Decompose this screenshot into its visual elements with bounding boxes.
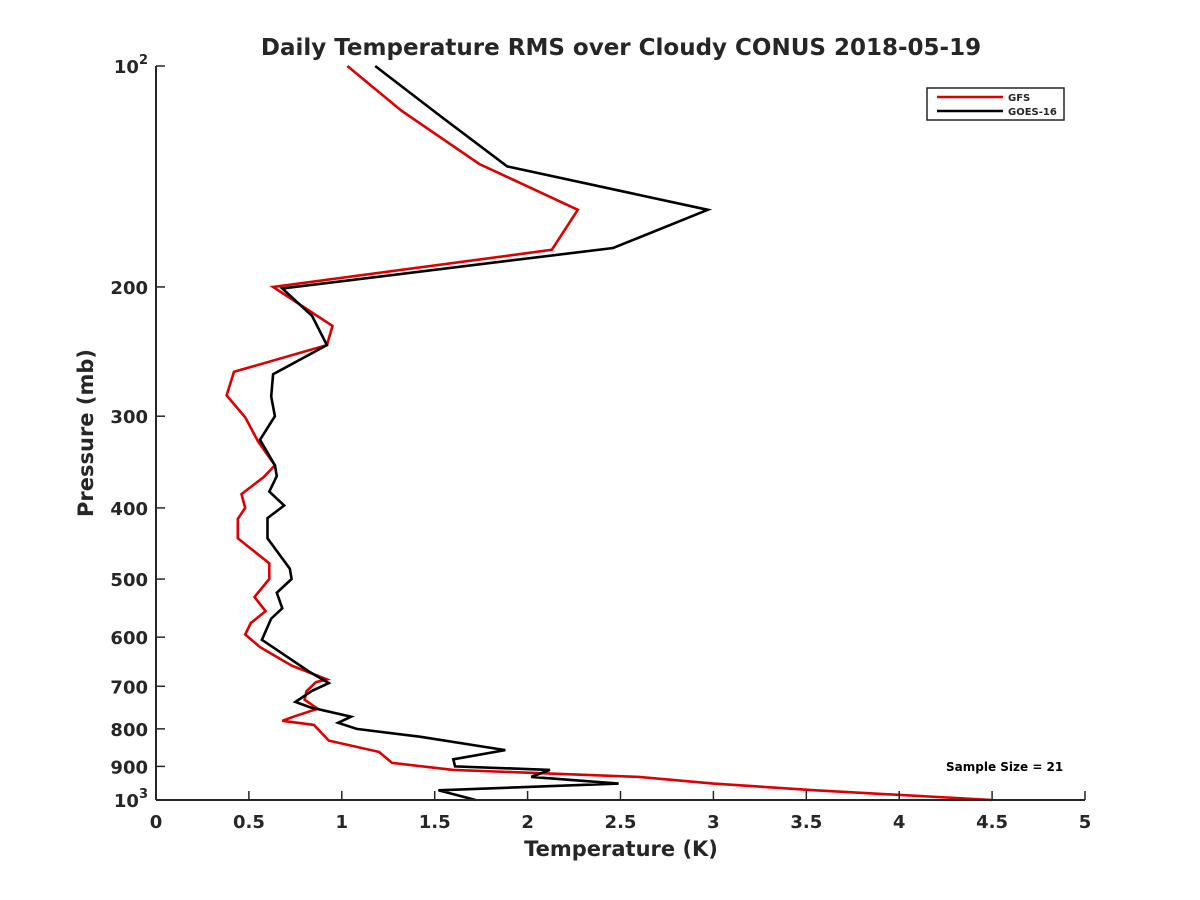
chart-title: Daily Temperature RMS over Cloudy CONUS …: [261, 35, 981, 61]
y-axis-ticks: 102 200 300 400 500 600 700 800 900 103: [110, 53, 165, 812]
x-tick-label: 1.5: [419, 812, 451, 833]
x-tick-label: 3: [707, 812, 720, 833]
x-tick-label: 0: [150, 812, 163, 833]
x-tick-label: 2: [521, 812, 534, 833]
y-tick-label: 300: [110, 407, 148, 428]
x-axis-ticks: 0 0.5 1 1.5 2 2.5 3 3.5 4 4.5 5: [150, 791, 1092, 833]
series-line-gfs: [225, 64, 993, 802]
y-axis-label: Pressure (mb): [74, 349, 98, 517]
y-tick-label: 900: [110, 757, 148, 778]
y-tick-label: 200: [110, 278, 148, 299]
legend: GFS GOES-16: [926, 87, 1065, 121]
plot-area: [225, 64, 993, 802]
y-tick-label: 400: [110, 499, 148, 520]
x-axis-label: Temperature (K): [524, 837, 718, 861]
x-tick-label: 4.5: [976, 812, 1008, 833]
series-line-goes16: [258, 64, 713, 802]
y-tick-label: 102: [114, 53, 148, 78]
legend-label-goes16: GOES-16: [1008, 107, 1057, 118]
x-tick-label: 1: [336, 812, 349, 833]
x-tick-label: 2.5: [605, 812, 637, 833]
x-tick-label: 5: [1079, 812, 1092, 833]
y-tick-label: 500: [110, 570, 148, 591]
legend-box: [926, 87, 1065, 121]
y-tick-label: 700: [110, 677, 148, 698]
x-tick-label: 3.5: [790, 812, 822, 833]
y-tick-label: 800: [110, 720, 148, 741]
sample-size-annotation: Sample Size = 21: [946, 760, 1063, 774]
y-tick-label: 600: [110, 628, 148, 649]
y-tick-label: 103: [114, 787, 148, 812]
x-tick-label: 4: [893, 812, 906, 833]
legend-label-gfs: GFS: [1008, 93, 1030, 104]
x-tick-label: 0.5: [233, 812, 265, 833]
